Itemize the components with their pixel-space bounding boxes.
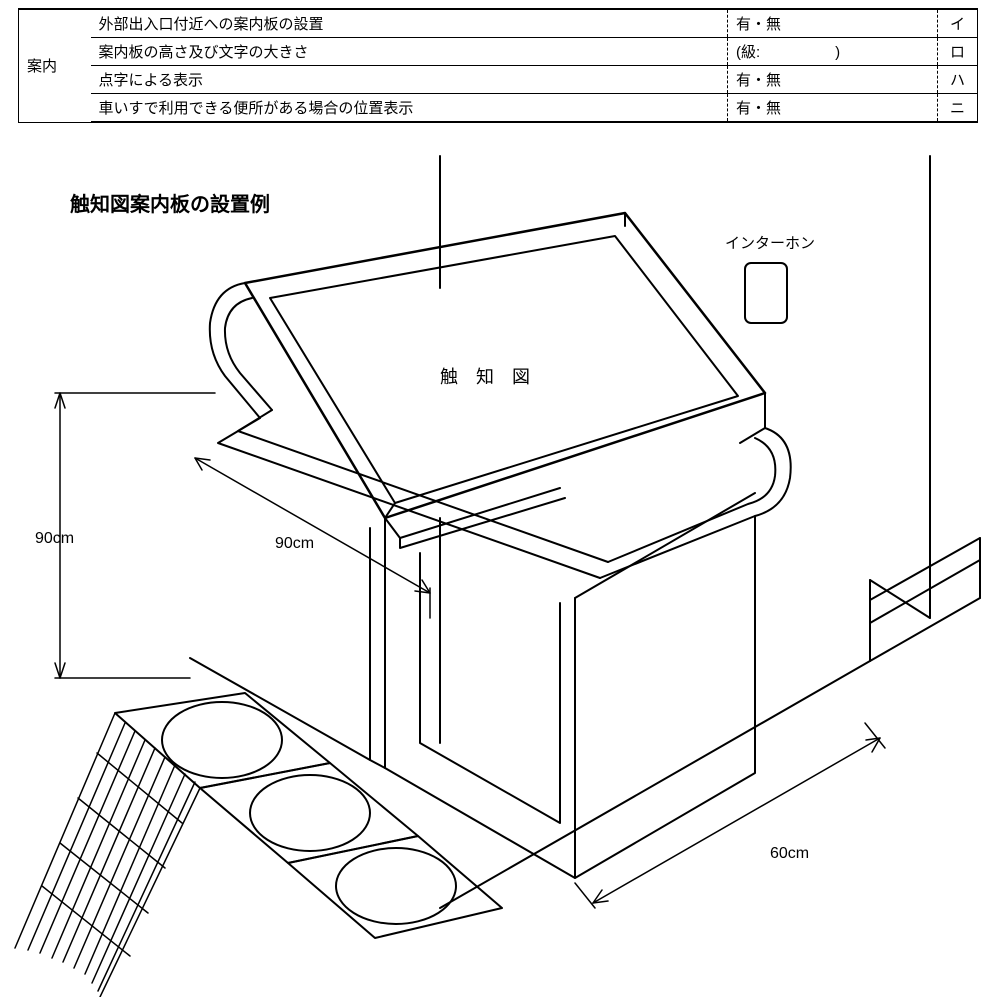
table-value: 有・無 (728, 9, 938, 38)
tactile-map-diagram: インターホン 触 知 図 (0, 148, 996, 997)
table-value: (級: ) (728, 38, 938, 66)
table-code: ロ (938, 38, 978, 66)
dim-depth: 90cm (275, 535, 314, 552)
table-item: 点字による表示 (91, 66, 728, 94)
table-item: 案内板の高さ及び文字の大きさ (91, 38, 728, 66)
panel-label: 触 知 図 (440, 367, 530, 387)
table-value: 有・無 (728, 94, 938, 123)
table-category: 案内 (19, 9, 91, 122)
table-code: ニ (938, 94, 978, 123)
dim-wall-depth: 60cm (770, 845, 809, 862)
table-value: 有・無 (728, 66, 938, 94)
table-item: 外部出入口付近への案内板の設置 (91, 9, 728, 38)
guidance-table: 案内 外部出入口付近への案内板の設置 有・無 イ 案内板の高さ及び文字の大きさ … (18, 8, 978, 123)
table-code: イ (938, 9, 978, 38)
table-item: 車いすで利用できる便所がある場合の位置表示 (91, 94, 728, 123)
dim-height: 90cm (35, 530, 74, 547)
table-code: ハ (938, 66, 978, 94)
intercom-label: インターホン (725, 235, 815, 252)
